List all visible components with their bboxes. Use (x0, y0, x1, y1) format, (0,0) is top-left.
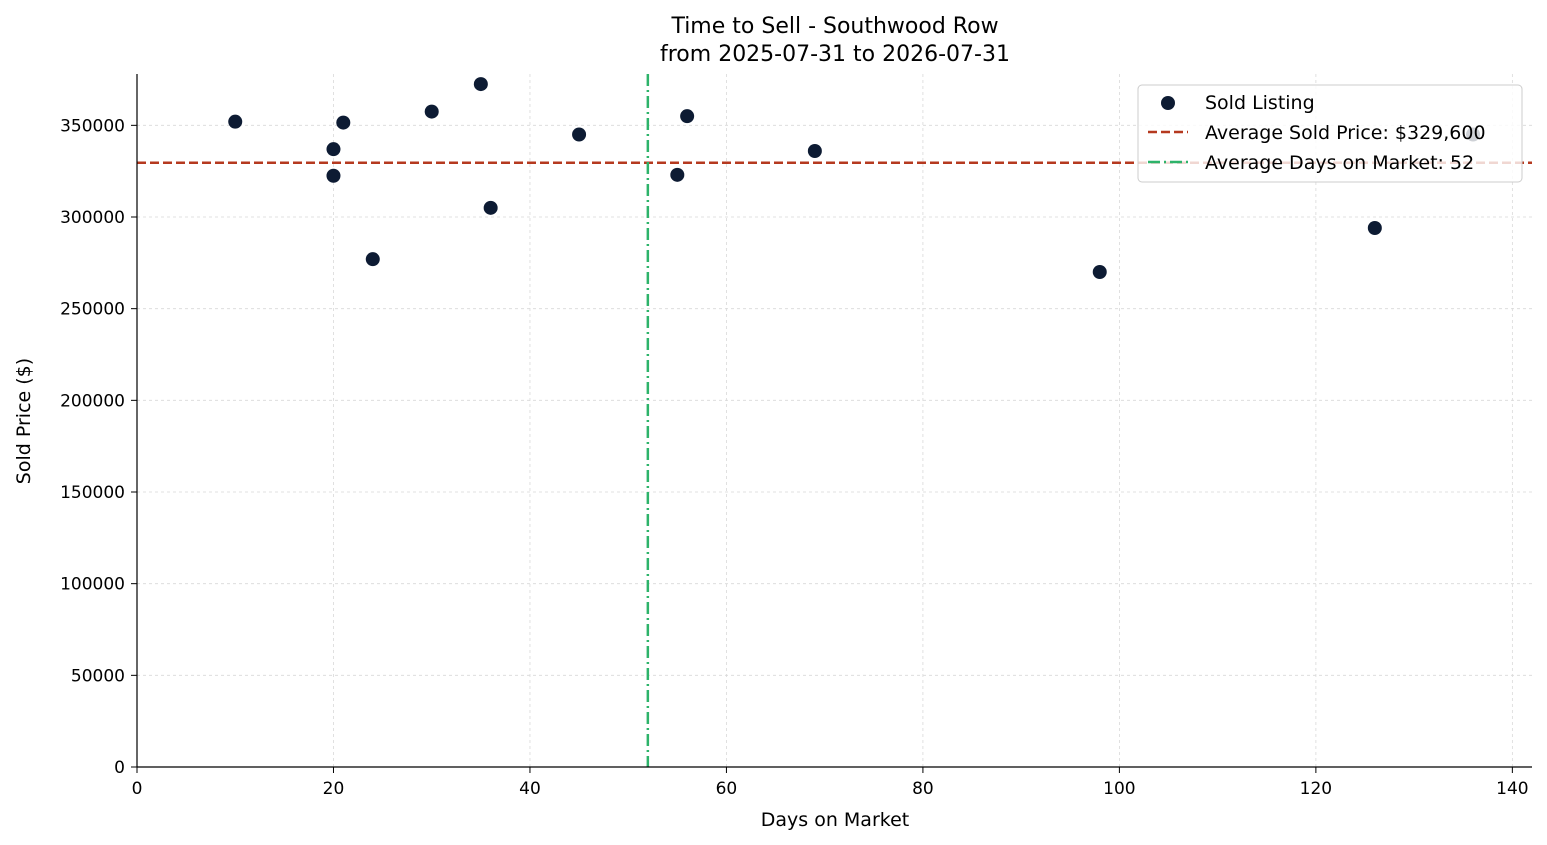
chart-subtitle: from 2025-07-31 to 2026-07-31 (660, 42, 1010, 67)
y-tick-label: 150000 (60, 483, 125, 503)
legend-label-avg-price: Average Sold Price: $329,600 (1205, 122, 1486, 144)
data-point (424, 104, 439, 119)
y-tick-label: 100000 (60, 575, 125, 595)
tick-labels: 0 20 40 60 80 100 120 140 0 50000 100000 150000 2000… (60, 116, 1528, 799)
x-tick-label: 80 (912, 779, 934, 799)
y-tick-label: 0 (114, 758, 125, 778)
chart-title: Time to Sell - Southwood Row (670, 14, 998, 39)
x-tick-label: 60 (716, 779, 738, 799)
data-point (807, 144, 822, 158)
x-tick-label: 0 (132, 779, 143, 799)
x-axis-label: Days on Market (761, 809, 909, 831)
data-point (1367, 221, 1382, 235)
axes (131, 74, 1532, 773)
data-point (483, 200, 498, 215)
x-tick-label: 100 (1103, 779, 1135, 799)
x-tick-label: 140 (1496, 779, 1528, 799)
legend-label-sold-listing: Sold Listing (1205, 92, 1315, 114)
data-point (1092, 265, 1107, 279)
y-tick-label: 50000 (71, 666, 125, 686)
data-point (680, 109, 695, 124)
data-point (670, 167, 685, 182)
data-points (228, 77, 1481, 279)
data-point (572, 127, 587, 142)
data-point (365, 252, 380, 267)
x-tick-label: 20 (323, 779, 345, 799)
x-tick-label: 120 (1300, 779, 1332, 799)
data-point (228, 114, 243, 129)
legend: Sold Listing Average Sold Price: $329,60… (1137, 84, 1523, 183)
data-point (326, 142, 341, 157)
data-point (336, 115, 351, 130)
y-tick-label: 200000 (60, 391, 125, 411)
y-tick-label: 300000 (60, 208, 125, 228)
legend-label-avg-days: Average Days on Market: 52 (1205, 152, 1474, 174)
data-point (473, 77, 488, 92)
y-tick-label: 250000 (60, 300, 125, 320)
y-axis-label: Sold Price ($) (13, 358, 35, 484)
y-tick-label: 350000 (60, 116, 125, 136)
x-tick-label: 40 (519, 779, 541, 799)
legend-box (1137, 84, 1523, 183)
legend-marker-sold-listing (1161, 96, 1175, 110)
data-point (326, 168, 341, 183)
